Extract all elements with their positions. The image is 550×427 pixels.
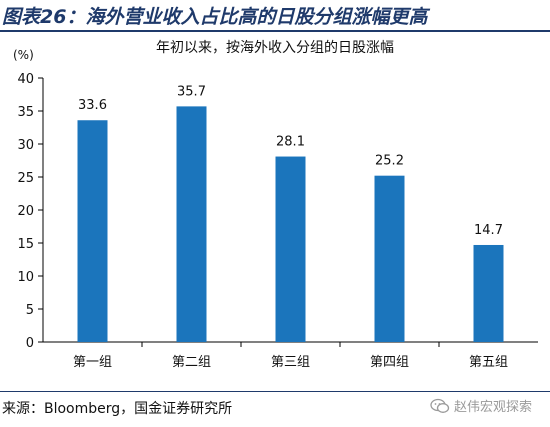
y-tick-label: 5 — [26, 303, 34, 318]
y-tick-label: 35 — [17, 105, 34, 120]
bar-value-label: 14.7 — [474, 223, 503, 238]
bar-chart: 年初以来，按海外收入分组的日股涨幅 (%) 0 5 10 15 20 25 30 35 40 3… — [13, 39, 538, 370]
figure-title: 图表26：海外营业收入占比高的日股分组涨幅更高 — [2, 6, 428, 28]
x-tick-label: 第四组 — [370, 355, 409, 370]
bar-value-label: 28.1 — [276, 135, 305, 150]
bar — [275, 156, 306, 342]
chart-title: 年初以来，按海外收入分组的日股涨幅 — [156, 39, 394, 56]
bar — [473, 244, 504, 342]
y-tick-label: 40 — [17, 72, 34, 87]
y-tick-label: 15 — [17, 237, 34, 252]
y-tick-label: 20 — [17, 204, 34, 219]
bar-value-label: 33.6 — [78, 98, 107, 113]
watermark: 赵伟宏观探索 — [430, 396, 532, 415]
wechat-icon — [430, 398, 450, 413]
y-axis-unit-label: (%) — [13, 48, 34, 62]
bar-value-label: 25.2 — [375, 154, 404, 169]
footer-divider — [0, 391, 550, 392]
y-tick-label: 10 — [17, 270, 34, 285]
bar — [176, 106, 207, 342]
x-tick-label: 第二组 — [172, 355, 211, 370]
x-tick-label: 第三组 — [271, 355, 310, 370]
y-tick-label: 0 — [26, 336, 34, 351]
bar-value-label: 35.7 — [177, 84, 206, 99]
title-divider — [0, 30, 550, 32]
bar — [77, 120, 108, 343]
x-tick-label: 第五组 — [469, 355, 508, 370]
y-tick-label: 30 — [17, 138, 34, 153]
source-note: 来源：Bloomberg，国金证券研究所 — [2, 401, 233, 417]
watermark-text: 赵伟宏观探索 — [454, 400, 533, 415]
bar — [374, 175, 405, 342]
x-tick-label: 第一组 — [73, 355, 112, 370]
y-tick-label: 25 — [17, 171, 34, 186]
